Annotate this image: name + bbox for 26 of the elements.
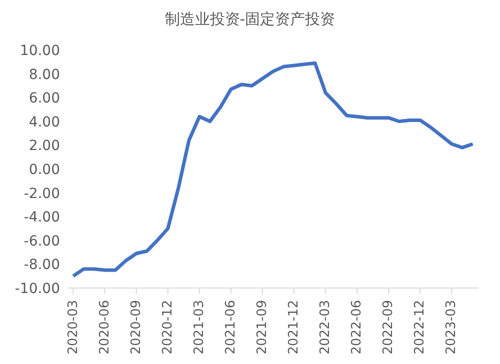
chart-title: 制造业投资-固定资产投资 [164,9,336,30]
line-series [72,61,474,278]
x-tick-label: 2021-06 [223,300,238,354]
x-tick-label: 2020-06 [97,300,112,354]
y-tick-label: 2.00 [28,138,60,154]
x-tick-label: 2021-03 [192,300,207,354]
x-tick-label: 2021-09 [254,300,270,354]
x-tick-label: 2023-03 [444,300,460,354]
y-tick-label: 10.00 [20,42,60,59]
x-tick-label: 2020-09 [128,300,144,354]
y-tick-label: -10.00 [14,280,60,297]
y-tick-label: -2.00 [24,186,60,202]
x-tick-label: 2022-12 [412,300,428,354]
y-tick-label: 6.00 [28,90,60,107]
x-tick-label: 2021-12 [286,300,302,354]
x-tick-label: 2022-03 [318,300,334,354]
y-tick-label: 4.00 [28,114,60,130]
x-tick-label: 2020-12 [160,300,176,354]
y-tick-label: 0.00 [28,162,60,178]
y-tick-label: -4.00 [24,210,60,226]
y-tick-label: -6.00 [24,233,60,250]
x-tick-label: 2020-03 [66,300,81,354]
x-tick-label: 2022-06 [350,300,365,354]
y-tick-label: 8.00 [28,66,60,83]
y-tick-label: -8.00 [24,257,60,274]
x-tick-label: 2022-09 [381,300,396,354]
